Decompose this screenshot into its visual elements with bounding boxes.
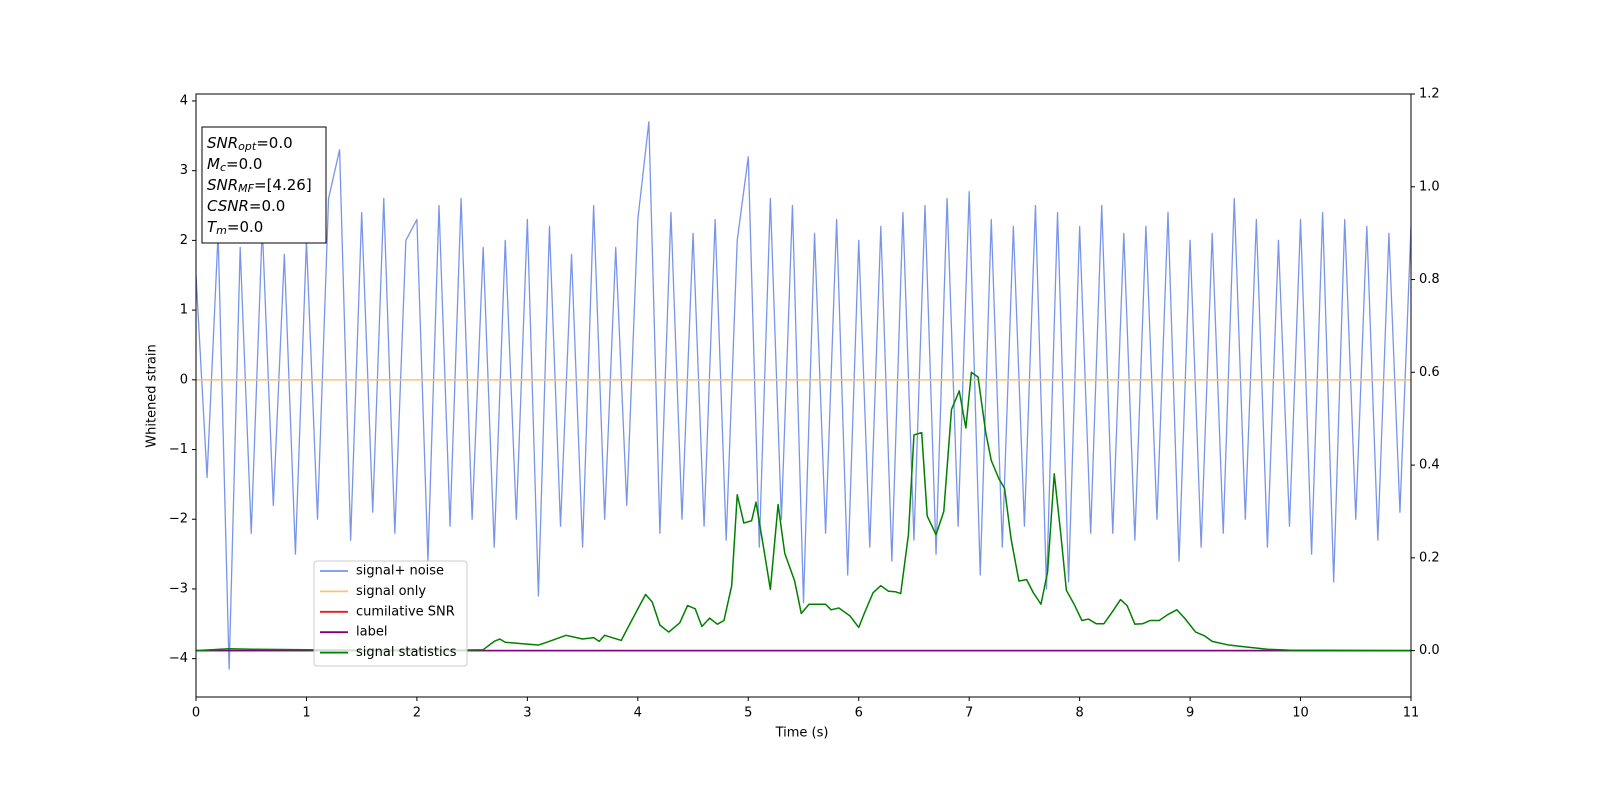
legend-frame bbox=[313, 560, 468, 667]
y-tick-label: −1 bbox=[169, 442, 188, 457]
series-line bbox=[196, 371, 1411, 652]
annotation-symbol: T bbox=[207, 218, 218, 236]
annotation-line: Mc=0.0 bbox=[207, 155, 262, 175]
y-tick-label: 1 bbox=[180, 303, 188, 318]
x-tick-label: 0 bbox=[192, 706, 200, 721]
plot-frame bbox=[195, 93, 1412, 698]
annotation-line: Tm=0.0 bbox=[207, 218, 263, 238]
annotation-subscript: c bbox=[220, 161, 226, 174]
annotation-line: SNRopt=0.0 bbox=[207, 134, 293, 154]
y2-tick-label: 0.2 bbox=[1419, 550, 1440, 565]
y2-tick-label: 0.0 bbox=[1419, 643, 1440, 658]
y2-tick-label: 0.6 bbox=[1419, 365, 1440, 380]
x-tick-label: 5 bbox=[744, 706, 752, 721]
annotation-value: =0.0 bbox=[256, 134, 292, 152]
annotation-subscript: opt bbox=[238, 140, 257, 153]
annotation-value: =[4.26] bbox=[254, 176, 312, 194]
legend-label: signal+ noise bbox=[356, 564, 444, 579]
annotation-value: =0.0 bbox=[226, 155, 262, 173]
series-line bbox=[196, 121, 1411, 670]
legend-label: label bbox=[356, 625, 387, 640]
legend: signal+ noise signal only cumilative SNR la… bbox=[313, 560, 468, 667]
annotation-subscript: MF bbox=[238, 182, 254, 195]
y-tick-label: 0 bbox=[180, 372, 188, 387]
legend-label: cumilative SNR bbox=[356, 604, 455, 619]
legend-label: signal statistics bbox=[356, 645, 457, 660]
x-tick-label: 4 bbox=[634, 706, 642, 721]
y-tick-label: 3 bbox=[180, 163, 188, 178]
x-tick-label: 3 bbox=[523, 706, 531, 721]
x-tick-label: 10 bbox=[1292, 706, 1309, 721]
y2-tick-label: 0.4 bbox=[1419, 458, 1440, 473]
y-tick-label: 4 bbox=[180, 93, 188, 108]
y-tick-label: −3 bbox=[169, 581, 188, 596]
annotation-symbol: M bbox=[207, 155, 220, 173]
x-tick-label: 7 bbox=[965, 706, 973, 721]
annotation-line: SNRMF=[4.26] bbox=[207, 176, 312, 196]
x-tick-label: 2 bbox=[413, 706, 421, 721]
y-axis-label: Whitened strain bbox=[145, 344, 160, 447]
y2-tick-label: 1.0 bbox=[1419, 179, 1440, 194]
annotation-symbol: SNR bbox=[207, 134, 238, 152]
annotation-box bbox=[201, 126, 327, 244]
y2-tick-label: 1.2 bbox=[1419, 87, 1440, 102]
annotation-symbol: CSNR bbox=[207, 197, 249, 215]
x-tick-label: 1 bbox=[302, 706, 310, 721]
x-tick-label: 6 bbox=[855, 706, 863, 721]
y-tick-label: −2 bbox=[169, 512, 188, 527]
x-tick-label: 11 bbox=[1403, 706, 1420, 721]
y-tick-label: −4 bbox=[169, 651, 188, 666]
x-tick-label: 8 bbox=[1075, 706, 1083, 721]
legend-label: signal only bbox=[356, 584, 426, 599]
annotation-value: =0.0 bbox=[249, 197, 285, 215]
annotation-line: CSNR=0.0 bbox=[207, 197, 285, 215]
annotation-symbol: SNR bbox=[207, 176, 238, 194]
annotation-value: =0.0 bbox=[227, 218, 263, 236]
y-tick-label: 2 bbox=[180, 233, 188, 248]
x-tick-label: 9 bbox=[1186, 706, 1194, 721]
annotation-subscript: m bbox=[216, 224, 227, 237]
x-axis-label: Time (s) bbox=[775, 726, 829, 741]
y2-tick-label: 0.8 bbox=[1419, 272, 1440, 287]
